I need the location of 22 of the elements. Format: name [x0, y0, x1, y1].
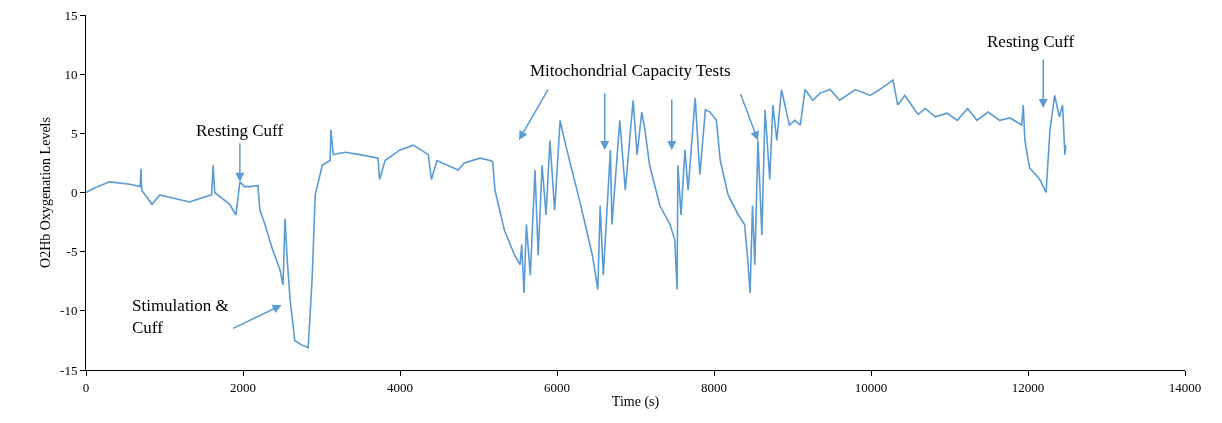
x-tick-label: 8000	[701, 379, 727, 395]
annotation: Stimulation & Cuff	[132, 296, 229, 338]
x-tick-label: 12000	[1011, 379, 1045, 395]
x-tick-label: 10000	[854, 379, 888, 395]
y-tick-label: 0	[70, 185, 78, 201]
x-tick-label: 2000	[230, 379, 256, 395]
annotation: Mitochondrial Capacity Tests	[530, 61, 731, 80]
x-tick-label: 6000	[544, 379, 570, 395]
annotation: Resting Cuff	[196, 121, 284, 140]
y-tick-label: 5	[70, 125, 78, 141]
x-axis-title: Time (s)	[611, 393, 660, 410]
y-tick-label: -5	[66, 244, 78, 260]
y-tick-label: 10	[64, 66, 78, 82]
y-axis-title: O2Hb Oxygenation Levels	[37, 117, 53, 268]
annotation: Resting Cuff	[987, 32, 1075, 51]
y-tick-label: -10	[60, 303, 78, 319]
y-tick-label: -15	[60, 362, 78, 378]
y-tick-label: 15	[64, 7, 78, 23]
x-tick-label: 4000	[387, 379, 413, 395]
line-series	[86, 79, 1067, 349]
x-tick-label: 14000	[1168, 379, 1202, 395]
x-tick-label: 0	[82, 379, 90, 395]
